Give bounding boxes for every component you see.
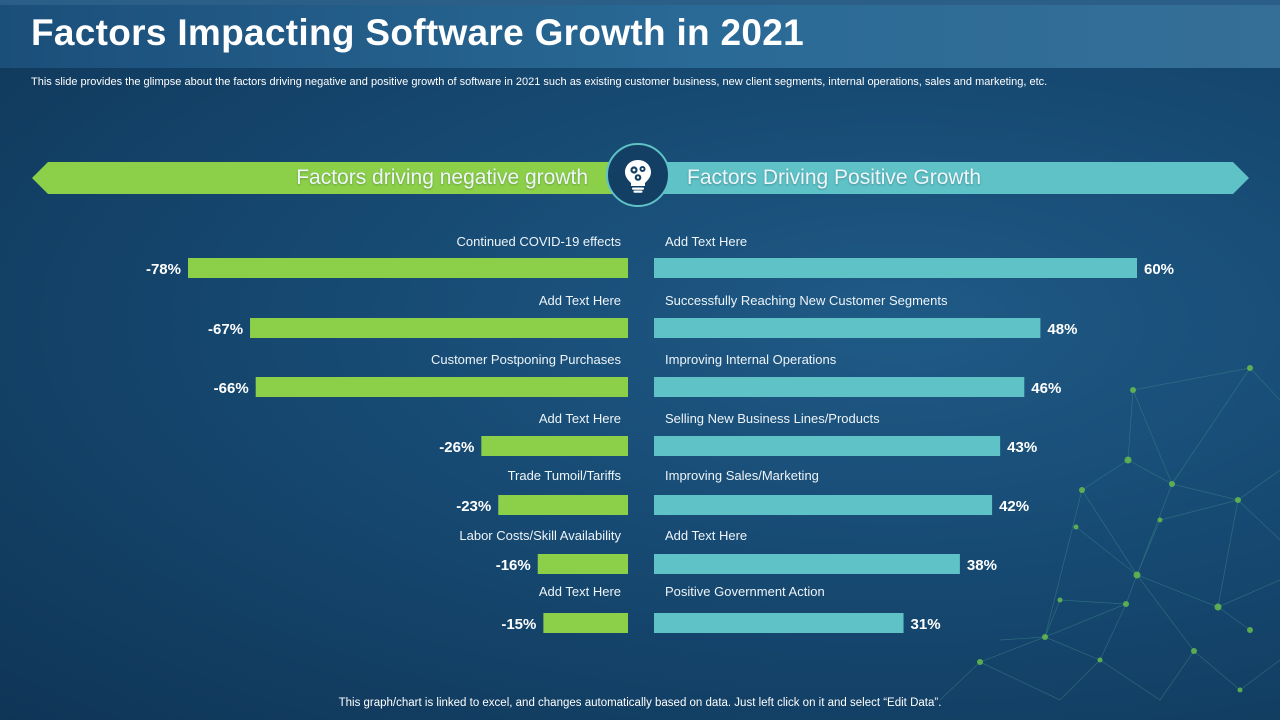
banner-arrows <box>32 162 1249 194</box>
negative-bar-2 <box>250 318 629 338</box>
negative-bar-6 <box>537 554 628 574</box>
negative-value-label-5: -23% <box>456 498 491 515</box>
negative-bar-7 <box>543 613 628 633</box>
positive-category-label-6: Add Text Here <box>665 528 747 543</box>
positive-value-label-7: 31% <box>911 616 941 633</box>
negative-value-label-3: -66% <box>214 380 249 397</box>
negative-value-label-2: -67% <box>208 321 243 338</box>
positive-category-label-3: Improving Internal Operations <box>665 352 837 367</box>
negative-bar-5 <box>498 495 628 515</box>
lightbulb-gears-icon <box>625 160 651 193</box>
positive-value-label-4: 43% <box>1007 439 1037 456</box>
positive-category-label-1: Add Text Here <box>665 234 747 249</box>
negative-category-label-2: Add Text Here <box>539 293 621 308</box>
slide-title: Factors Impacting Software Growth in 202… <box>31 12 805 53</box>
slide-footer: This graph/chart is linked to excel, and… <box>338 697 942 709</box>
positive-value-label-6: 38% <box>967 557 997 574</box>
center-icon-circle <box>606 143 670 207</box>
positive-arrow <box>660 162 1249 194</box>
positive-category-label-2: Successfully Reaching New Customer Segme… <box>665 293 948 308</box>
positive-value-label-2: 48% <box>1047 321 1077 338</box>
negative-category-label-7: Add Text Here <box>539 584 621 599</box>
negative-category-label-3: Customer Postponing Purchases <box>431 352 622 367</box>
positive-category-label-7: Positive Government Action <box>665 584 825 599</box>
negative-value-label-1: -78% <box>146 261 181 278</box>
positive-bar-7 <box>654 613 904 633</box>
positive-bar-2 <box>654 318 1041 338</box>
positive-bar-6 <box>654 554 960 574</box>
positive-bar-4 <box>654 436 1001 456</box>
negative-bar-1 <box>188 258 628 278</box>
negative-category-label-4: Add Text Here <box>539 411 621 426</box>
slide-subtitle: This slide provides the glimpse about th… <box>31 76 1048 88</box>
positive-value-label-1: 60% <box>1144 261 1174 278</box>
title-band <box>0 0 1280 68</box>
positive-bar-1 <box>654 258 1137 278</box>
negative-value-label-4: -26% <box>439 439 474 456</box>
positive-value-label-5: 42% <box>999 498 1029 515</box>
negative-bar-3 <box>255 377 628 397</box>
negative-value-label-7: -15% <box>501 616 536 633</box>
positive-bar-5 <box>654 495 993 515</box>
positive-banner-label: Factors Driving Positive Growth <box>687 166 982 189</box>
positive-value-label-3: 46% <box>1031 380 1061 397</box>
positive-category-label-5: Improving Sales/Marketing <box>665 468 819 483</box>
positive-bar-3 <box>654 377 1025 397</box>
negative-category-label-5: Trade Tumoil/Tariffs <box>508 468 622 483</box>
negative-category-label-1: Continued COVID-19 effects <box>456 234 621 249</box>
negative-value-label-6: -16% <box>496 557 531 574</box>
negative-bar-4 <box>481 436 628 456</box>
positive-category-label-4: Selling New Business Lines/Products <box>665 411 880 426</box>
negative-banner-label: Factors driving negative growth <box>296 166 588 189</box>
negative-arrow <box>32 162 615 194</box>
negative-category-label-6: Labor Costs/Skill Availability <box>459 528 621 543</box>
